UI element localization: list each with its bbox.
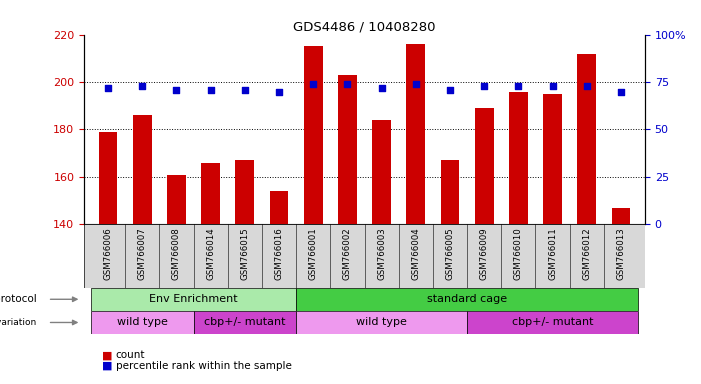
- Point: [171, 86, 182, 93]
- Bar: [372, 120, 391, 224]
- Bar: [296, 311, 467, 334]
- Text: GSM766012: GSM766012: [583, 228, 591, 280]
- Text: GSM766014: GSM766014: [206, 228, 215, 280]
- Text: wild type: wild type: [117, 318, 168, 328]
- Bar: [270, 191, 288, 224]
- Text: GSM766006: GSM766006: [104, 228, 113, 280]
- Bar: [467, 311, 638, 334]
- Point: [479, 83, 490, 89]
- Bar: [201, 163, 220, 224]
- Bar: [509, 91, 528, 224]
- Text: GSM766003: GSM766003: [377, 228, 386, 280]
- Text: GSM766011: GSM766011: [548, 228, 557, 280]
- Text: GSM766002: GSM766002: [343, 228, 352, 280]
- Text: count: count: [116, 350, 145, 360]
- Bar: [133, 115, 151, 224]
- Point: [137, 83, 148, 89]
- Text: wild type: wild type: [356, 318, 407, 328]
- Bar: [338, 75, 357, 224]
- Bar: [236, 161, 254, 224]
- Bar: [91, 288, 296, 311]
- Text: ■: ■: [102, 361, 112, 371]
- Text: GSM766007: GSM766007: [138, 228, 147, 280]
- Bar: [167, 175, 186, 224]
- Point: [581, 83, 592, 89]
- Text: genotype/variation: genotype/variation: [0, 318, 36, 327]
- Text: GSM766013: GSM766013: [616, 228, 625, 280]
- Text: GSM766001: GSM766001: [308, 228, 318, 280]
- Bar: [578, 53, 596, 224]
- Point: [513, 83, 524, 89]
- Bar: [475, 108, 494, 224]
- Point: [547, 83, 558, 89]
- Text: Env Enrichment: Env Enrichment: [149, 294, 238, 304]
- Point: [376, 84, 387, 91]
- Text: percentile rank within the sample: percentile rank within the sample: [116, 361, 292, 371]
- Bar: [441, 161, 459, 224]
- Point: [273, 88, 285, 94]
- Bar: [543, 94, 562, 224]
- Bar: [611, 208, 630, 224]
- Bar: [91, 311, 193, 334]
- Text: GSM766008: GSM766008: [172, 228, 181, 280]
- Text: GSM766004: GSM766004: [411, 228, 421, 280]
- Text: cbp+/- mutant: cbp+/- mutant: [512, 318, 593, 328]
- Title: GDS4486 / 10408280: GDS4486 / 10408280: [293, 20, 436, 33]
- Point: [308, 81, 319, 87]
- Text: ■: ■: [102, 350, 112, 360]
- Text: GSM766016: GSM766016: [275, 228, 283, 280]
- Text: GSM766015: GSM766015: [240, 228, 250, 280]
- Point: [410, 81, 421, 87]
- Text: GSM766010: GSM766010: [514, 228, 523, 280]
- Bar: [99, 132, 118, 224]
- Point: [239, 86, 250, 93]
- Point: [205, 86, 216, 93]
- Text: protocol: protocol: [0, 294, 36, 304]
- Point: [444, 86, 456, 93]
- Bar: [304, 46, 322, 224]
- Point: [615, 88, 627, 94]
- Bar: [296, 288, 638, 311]
- Bar: [407, 44, 426, 224]
- Point: [342, 81, 353, 87]
- Text: standard cage: standard cage: [427, 294, 507, 304]
- Text: GSM766009: GSM766009: [479, 228, 489, 280]
- Point: [102, 84, 114, 91]
- Bar: [193, 311, 296, 334]
- Text: cbp+/- mutant: cbp+/- mutant: [204, 318, 285, 328]
- Text: GSM766005: GSM766005: [446, 228, 454, 280]
